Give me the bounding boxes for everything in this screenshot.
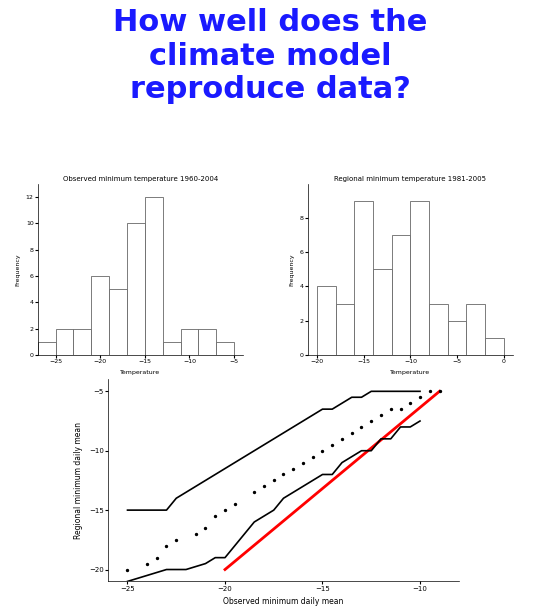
Bar (216, 341, 234, 355)
Point (162, 541, 171, 551)
Point (308, 452, 317, 461)
Bar (392, 235, 410, 355)
Point (406, 398, 415, 408)
Bar (163, 341, 180, 355)
Bar (109, 289, 127, 355)
Bar (354, 201, 373, 355)
Point (377, 410, 386, 420)
Bar (373, 269, 392, 355)
Point (416, 392, 424, 402)
Point (269, 476, 278, 485)
X-axis label: Temperature: Temperature (120, 370, 160, 375)
Bar (336, 304, 354, 355)
Point (211, 511, 220, 521)
Bar (467, 304, 485, 355)
Bar (73, 329, 91, 355)
Title: Regional minimum temperature 1981-2005: Regional minimum temperature 1981-2005 (334, 176, 487, 182)
Y-axis label: Frequency: Frequency (15, 253, 20, 286)
Point (367, 416, 375, 426)
Point (143, 559, 151, 569)
Bar (448, 321, 467, 355)
Point (328, 440, 336, 450)
Y-axis label: Frequency: Frequency (289, 253, 294, 286)
Point (299, 458, 307, 468)
Point (152, 553, 161, 562)
Point (435, 386, 444, 396)
Point (318, 446, 327, 455)
Point (279, 469, 288, 479)
Point (221, 506, 230, 515)
Bar (180, 329, 198, 355)
Bar (127, 223, 145, 355)
Bar (56, 329, 73, 355)
Point (260, 482, 268, 491)
Point (426, 386, 434, 396)
Point (289, 464, 298, 474)
X-axis label: Temperature: Temperature (390, 370, 430, 375)
Point (231, 499, 239, 509)
Point (396, 405, 405, 414)
Bar (410, 201, 429, 355)
Point (250, 487, 259, 497)
Bar (429, 304, 448, 355)
Bar (145, 197, 163, 355)
Y-axis label: Regional minimum daily mean: Regional minimum daily mean (75, 422, 83, 539)
X-axis label: Observed minimum daily mean: Observed minimum daily mean (224, 597, 343, 606)
Bar (198, 329, 216, 355)
Point (387, 405, 395, 414)
Point (357, 422, 366, 432)
Bar (317, 286, 336, 355)
Point (172, 535, 180, 545)
Point (191, 529, 200, 539)
Point (347, 428, 356, 438)
Bar (485, 338, 504, 355)
Bar (91, 276, 109, 355)
Point (201, 523, 210, 533)
Point (338, 434, 346, 444)
Point (123, 565, 132, 575)
Title: Observed minimum temperature 1960-2004: Observed minimum temperature 1960-2004 (63, 176, 218, 182)
Text: How well does the
climate model
reproduce data?: How well does the climate model reproduc… (113, 8, 427, 104)
Bar (38, 341, 56, 355)
